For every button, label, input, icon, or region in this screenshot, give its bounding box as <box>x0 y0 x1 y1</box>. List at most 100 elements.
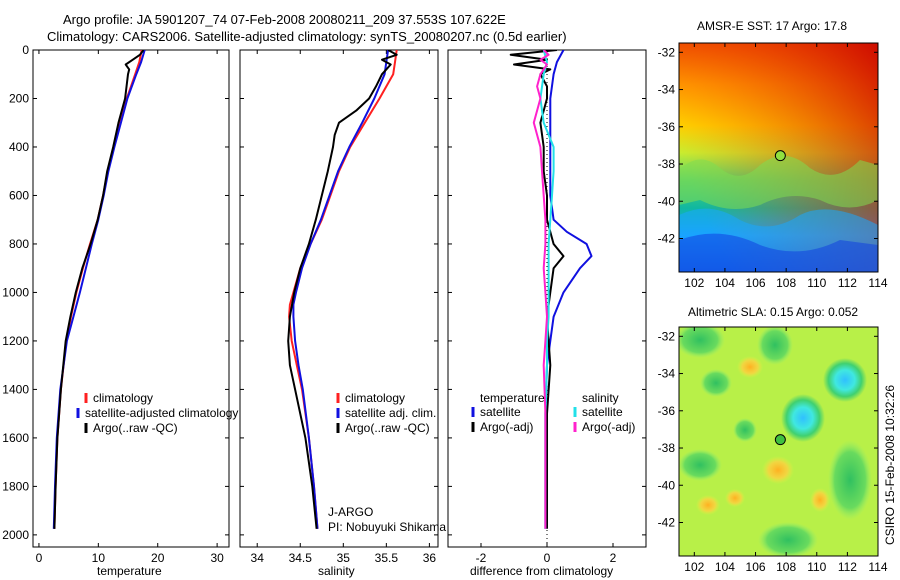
lon-tick-label: 112 <box>838 276 857 290</box>
difference-panel: -2 0 2 difference from climatology tempera… <box>447 49 647 578</box>
depth-tick-label: 1200 <box>2 334 29 348</box>
sst-map-frame <box>678 42 879 273</box>
lon-tick-label: 104 <box>715 560 735 574</box>
x-tick-label: 10 <box>92 551 106 565</box>
x-tick-label: 2 <box>610 551 617 565</box>
lon-tick-label: 102 <box>684 560 704 574</box>
sla-high <box>725 489 745 507</box>
series-line <box>53 50 145 529</box>
sst-coldest-water <box>679 233 878 272</box>
lat-tick-label: -38 <box>658 157 676 171</box>
depth-tick-label: 400 <box>9 140 29 154</box>
figure-title-line1: Argo profile: JA 5901207_74 07-Feb-2008 … <box>63 12 506 27</box>
lat-tick-label: -32 <box>658 329 676 343</box>
sla-map-frame <box>678 326 879 557</box>
temperature-xlabel: temperature <box>97 564 162 578</box>
lon-tick-label: 106 <box>746 560 766 574</box>
lat-tick-label: -40 <box>658 194 676 208</box>
salinity-lines <box>287 50 398 529</box>
depth-tick-label: 1600 <box>2 431 29 445</box>
salinity-panel: 34 34.5 35 35.5 36 salinity climatology sate… <box>239 49 446 578</box>
depth-tick-label: 1000 <box>2 285 29 299</box>
legend-label-satellite: satellite adj. clim. <box>345 406 436 420</box>
depth-tick-label: 800 <box>9 237 29 251</box>
sla-high <box>696 495 720 515</box>
sla-argo-location-marker <box>774 434 786 446</box>
legend-label-sal-satellite: satellite <box>582 405 623 419</box>
temperature-lines <box>52 50 146 529</box>
legend-label-sal-argo: Argo(-adj) <box>582 420 635 434</box>
depth-tick-label: 1400 <box>2 382 29 396</box>
legend-label-temp-argo: Argo(-adj) <box>480 420 533 434</box>
lat-tick-label: -32 <box>658 45 676 59</box>
x-tick-label: 34.5 <box>289 551 313 565</box>
lon-tick-label: 114 <box>868 560 887 574</box>
x-tick-label: 20 <box>151 551 165 565</box>
salinity-depth-ticks <box>240 49 438 536</box>
x-tick-label: 0 <box>36 551 43 565</box>
lat-tick-label: -36 <box>658 404 676 418</box>
legend-title-temperature: temperature <box>480 391 545 405</box>
sst-front-band <box>679 155 878 209</box>
series-line <box>287 50 398 529</box>
series-line <box>292 50 390 529</box>
sla-blob <box>679 449 722 481</box>
sst-map: 102 104 106 108 110 112 114 -32 -34 -36 -38 -40 -42 <box>658 42 888 290</box>
series-line <box>509 50 565 529</box>
temperature-axes-frame <box>32 49 230 548</box>
pi-label: PI: Nobuyuki Shikama <box>328 520 446 534</box>
sla-blob <box>733 418 757 442</box>
salinity-x-axis: 34 34.5 35 35.5 36 <box>251 50 437 565</box>
figure-title-line2: Climatology: CARS2006. Satellite-adjuste… <box>47 29 567 44</box>
temperature-x-axis: 0 10 20 30 <box>36 50 224 565</box>
lon-tick-label: 104 <box>715 276 735 290</box>
legend-label-temp-satellite: satellite <box>480 405 521 419</box>
lon-tick-label: 108 <box>776 276 796 290</box>
lat-tick-label: -36 <box>658 120 676 134</box>
x-tick-label: -2 <box>476 551 487 565</box>
sla-high <box>810 488 830 512</box>
lat-tick-label: -34 <box>658 367 676 381</box>
difference-legend: temperature salinity satellite satellite… <box>471 391 635 434</box>
sla-high <box>737 356 763 378</box>
sla-blob <box>679 327 725 358</box>
salinity-legend: climatology satellite adj. clim. Argo(..… <box>336 391 436 435</box>
lon-tick-label: 114 <box>868 276 887 290</box>
depth-axis: 0 200 400 600 800 1000 1200 1400 1600 1800 2000 <box>2 43 229 542</box>
legend-label-argo: Argo(..raw -QC) <box>345 421 430 435</box>
temperature-panel: 0 200 400 600 800 1000 1200 1400 1600 1800 2000 0 1… <box>2 43 238 578</box>
x-tick-label: 0 <box>544 551 551 565</box>
depth-tick-label: 600 <box>9 188 29 202</box>
lon-tick-label: 102 <box>684 276 704 290</box>
legend-label-satellite: satellite-adjusted climatology <box>85 406 238 420</box>
temperature-legend: climatology satellite-adjusted climatolo… <box>76 391 238 435</box>
sla-high <box>762 456 794 484</box>
sla-eddy <box>823 358 867 402</box>
sla-blob <box>828 440 872 520</box>
sst-map-title: AMSR-E SST: 17 Argo: 17.8 <box>697 19 848 33</box>
difference-xlabel: difference from climatology <box>470 564 613 578</box>
salinity-xlabel: salinity <box>318 564 355 578</box>
sla-map-axes: 102 104 106 108 110 112 114 -32 -34 -36 -38 -40 -42 <box>658 327 888 574</box>
sla-blob <box>700 369 732 397</box>
lon-tick-label: 108 <box>776 560 796 574</box>
x-tick-label: 34 <box>251 551 265 565</box>
x-tick-label: 35 <box>337 551 351 565</box>
lat-tick-label: -42 <box>658 231 676 245</box>
legend-label-argo: Argo(..raw -QC) <box>93 421 178 435</box>
sst-argo-location-marker <box>774 150 786 162</box>
x-tick-label: 35.5 <box>375 551 399 565</box>
lon-tick-label: 106 <box>746 276 766 290</box>
depth-tick-label: 1800 <box>2 479 29 493</box>
lat-tick-label: -34 <box>658 83 676 97</box>
x-tick-label: 36 <box>423 551 437 565</box>
sla-map: 102 104 106 108 110 112 114 -32 -34 -36 -38 -40 -42 <box>658 326 888 574</box>
difference-lines <box>509 50 593 547</box>
program-label: J-ARGO <box>328 505 373 519</box>
legend-label-climatology: climatology <box>93 391 153 405</box>
lat-tick-label: -42 <box>658 515 676 529</box>
depth-tick-label: 200 <box>9 91 29 105</box>
series-line <box>532 50 550 529</box>
lon-tick-label: 110 <box>807 560 826 574</box>
